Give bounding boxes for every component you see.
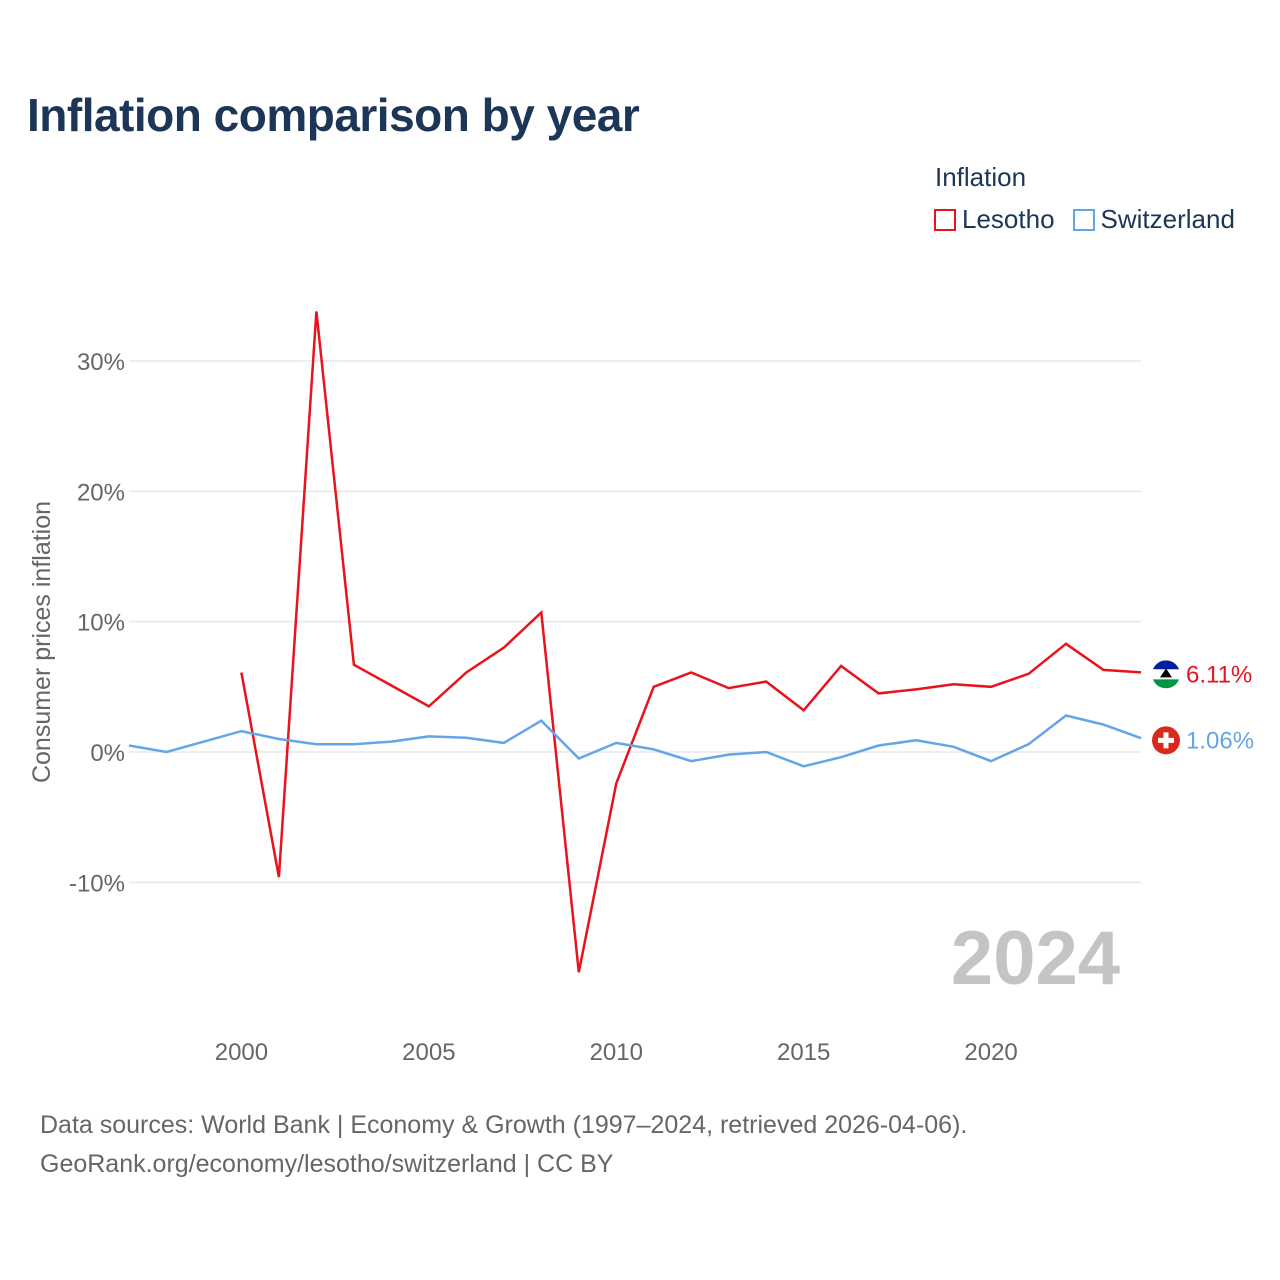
- data-source: Data sources: World Bank | Economy & Gro…: [40, 1106, 967, 1184]
- swiss-cross-horizontal: [1158, 737, 1174, 743]
- mokorotlo-hat-icon: [1160, 668, 1172, 678]
- source-line-1: Data sources: World Bank | Economy & Gro…: [40, 1111, 968, 1139]
- legend-item-switzerland[interactable]: Switzerland: [1072, 204, 1235, 235]
- series-line-lesotho[interactable]: [240, 311, 1142, 973]
- x-tick-label: 2020: [964, 1039, 1017, 1066]
- legend-label-lesotho: Lesotho: [962, 204, 1055, 234]
- lesotho-flag-band: [1152, 679, 1180, 689]
- legend-swatch-lesotho: [934, 208, 956, 231]
- end-label-switzerland: 1.06%: [1186, 727, 1254, 754]
- legend: Lesotho Switzerland: [934, 204, 1235, 235]
- legend-label-switzerland: Switzerland: [1100, 204, 1235, 234]
- y-tick-label: 20%: [77, 479, 125, 506]
- legend-swatch-switzerland: [1072, 208, 1095, 231]
- y-tick-label: 10%: [77, 610, 125, 637]
- lesotho-flag-icon: [1152, 660, 1180, 689]
- x-tick-label: 2005: [402, 1039, 455, 1066]
- y-tick-label: 30%: [77, 349, 125, 376]
- y-axis-label: Consumer prices inflation: [28, 501, 56, 783]
- year-watermark: 2024: [951, 916, 1120, 1001]
- series-line-switzerland[interactable]: [128, 714, 1142, 768]
- legend-item-lesotho[interactable]: Lesotho: [934, 204, 1055, 235]
- x-tick-label: 2000: [215, 1039, 268, 1066]
- legend-title: Inflation: [935, 162, 1027, 192]
- x-tick-label: 2010: [590, 1039, 643, 1066]
- source-line-2[interactable]: GeoRank.org/economy/lesotho/switzerland …: [40, 1150, 614, 1178]
- chart-title: Inflation comparison by year: [27, 89, 640, 141]
- end-label-lesotho: 6.11%: [1186, 661, 1252, 688]
- y-tick-label: -10%: [69, 870, 125, 897]
- y-tick-label: 0%: [90, 740, 125, 767]
- x-tick-label: 2015: [777, 1039, 830, 1066]
- lesotho-flag-band: [1152, 660, 1180, 670]
